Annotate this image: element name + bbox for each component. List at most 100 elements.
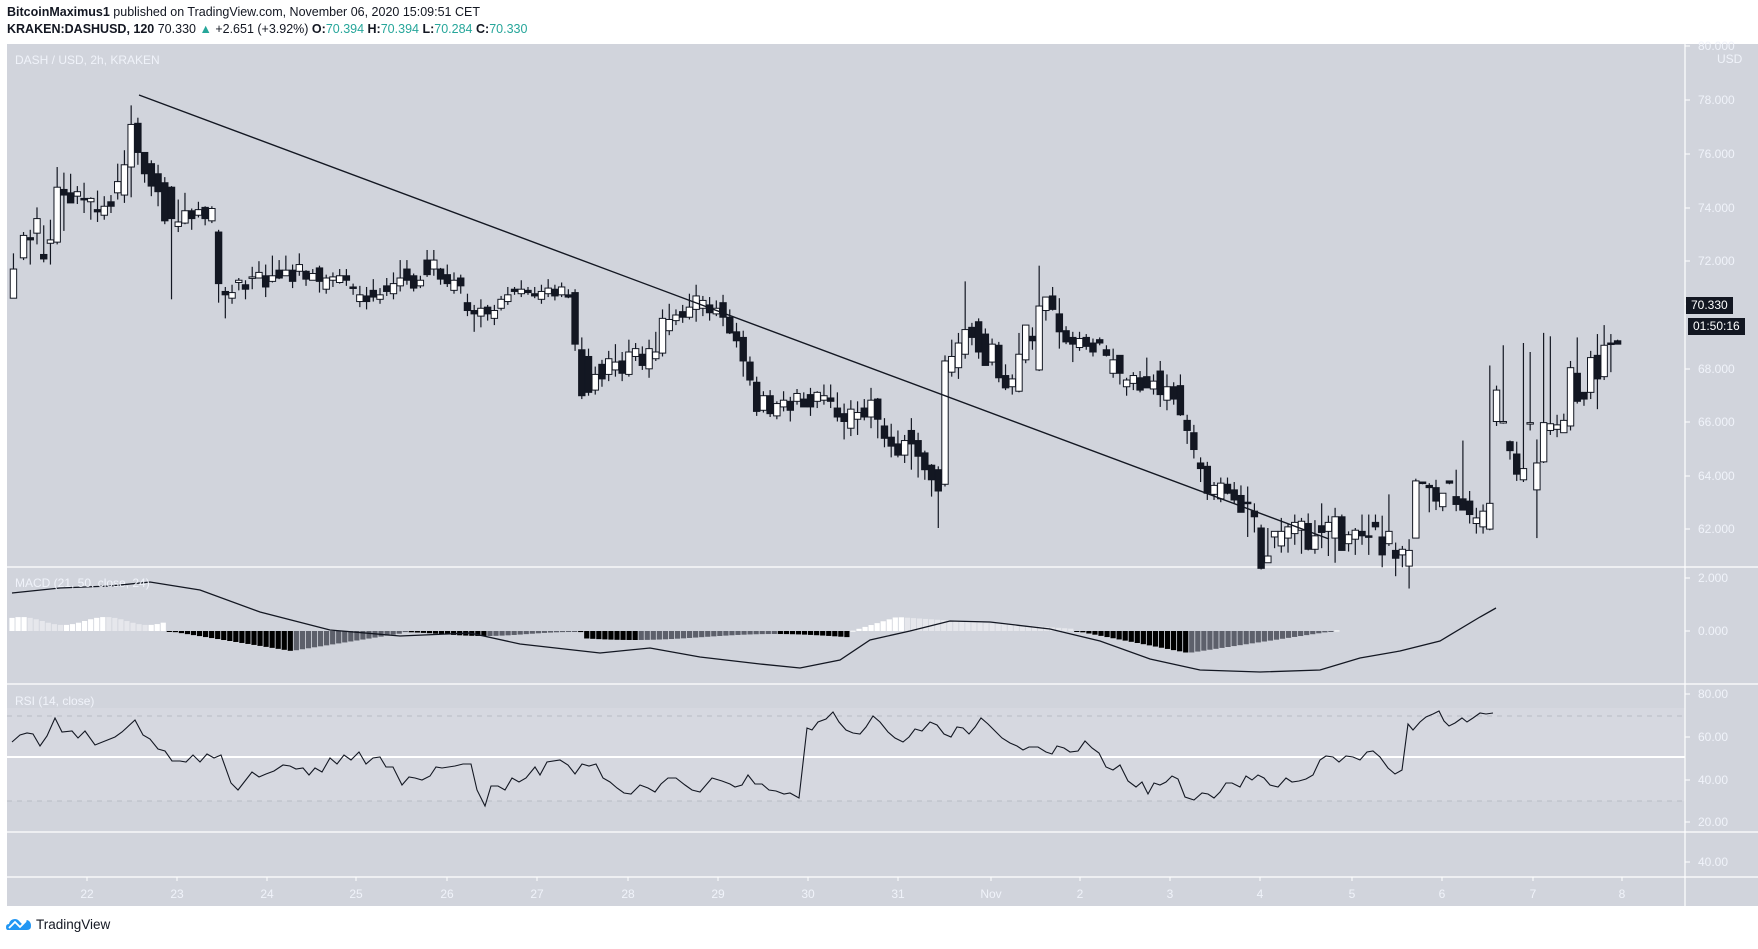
macd-histogram-bar [475,631,481,636]
macd-histogram-bar [1128,631,1134,642]
macd-histogram-bar [136,624,142,631]
candle-up [194,209,203,216]
author-name[interactable]: BitcoinMaximus1 [7,5,110,19]
x-axis-label: 29 [711,887,725,901]
candle-down [1190,432,1198,451]
candle-up [1553,424,1561,430]
macd-histogram-bar [493,631,499,636]
candle-down [1257,527,1265,569]
candle-down [914,440,922,457]
macd-histogram-bar [826,631,832,636]
macd-histogram-bar [299,631,305,650]
candle-down [409,275,418,289]
macd-histogram-bar [154,624,160,631]
macd-histogram-bar [57,624,63,631]
tradingview-logo[interactable]: TradingView [6,916,110,932]
candle-down [1048,295,1057,310]
x-axis-label: 24 [260,887,274,901]
macd-histogram-bar [481,631,487,636]
macd-histogram-bar [1025,625,1031,631]
candle-down [362,295,371,303]
macd-histogram-bar [1158,631,1165,648]
macd-histogram-bar [832,631,838,637]
candle-down [1304,523,1312,550]
candle-up [1210,484,1218,495]
candle-up [988,343,996,363]
macd-histogram-bar [426,631,433,634]
macd-histogram-bar [366,631,372,639]
candle-up [1600,344,1608,378]
axis-labels: 80.000USD78.00076.00074.00072.00068.0006… [80,39,1742,901]
price-axis-label: 64.000 [1698,469,1735,483]
candle-down [934,469,942,492]
x-axis-label: 28 [621,887,635,901]
candle-up [1519,468,1528,481]
candle-up [672,314,680,322]
macd-histogram-bar [245,631,251,644]
macd-histogram-bar [559,631,566,633]
macd-histogram-bar [305,631,312,649]
candle-up [853,412,862,420]
macd-histogram-bar [753,631,759,635]
macd-histogram-bar [293,631,299,651]
macd-histogram-bar [420,631,426,633]
candle-up [685,306,694,318]
rsi-line [11,710,1494,808]
candle-up [1486,502,1494,530]
candle-up [396,277,404,287]
macd-histogram-bar [971,622,977,631]
descending-trendline[interactable] [138,94,1330,540]
macd-histogram-bar [118,619,124,631]
macd-histogram-bar [1152,631,1159,647]
macd-histogram-bar [1092,631,1098,635]
candle-up [1129,375,1138,384]
candle-down [221,290,230,296]
rsi-pane-title: RSI (14, close) [15,694,94,708]
x-axis-label: 5 [1349,887,1356,901]
macd-histogram-bar [148,624,154,631]
candle-down [436,268,445,280]
macd-histogram-bar [257,631,263,646]
macd-histogram-bar [414,631,420,633]
macd-pane-title: MACD (21, 50, close, 24) [15,576,150,590]
candle-up [1015,353,1023,392]
candle-down [383,285,391,292]
candle-up [820,395,828,401]
macd-histogram-bar [547,631,554,633]
macd-line [11,581,1497,673]
macd-histogram-bar [650,631,656,640]
macd-histogram-bar [572,631,578,633]
x-axis-label: 4 [1257,887,1264,901]
candle-down [167,186,176,220]
macd-histogram-bar [227,631,233,641]
tradingview-brand: TradingView [36,916,111,932]
candle-down [732,331,741,342]
x-axis-label: 6 [1439,887,1446,901]
macd-histogram-bar [989,623,995,631]
candle-up [1439,492,1447,508]
macd-histogram-bar [178,631,184,634]
macd-histogram-bar [856,628,862,631]
candle-up [46,239,55,244]
candle-up [954,342,963,369]
candle-down [1028,335,1037,342]
candle-down [369,289,377,298]
candle-down [746,361,754,381]
candle-up [1264,555,1272,564]
candle-down [342,275,351,281]
candle-down [1116,354,1124,374]
macd-histogram-bar [632,631,638,640]
macd-histogram-bar [916,618,923,631]
candle-up [1385,530,1393,545]
macd-histogram-bar [541,631,547,633]
macd-histogram-bar [106,617,112,631]
macd-histogram-bar [868,625,874,631]
x-axis-label: 7 [1530,887,1537,901]
candle-down [1230,489,1238,501]
candle-up [591,373,599,391]
macd-histogram-bar [1225,631,1231,647]
candle-up [631,348,640,357]
candle-up [847,408,855,429]
